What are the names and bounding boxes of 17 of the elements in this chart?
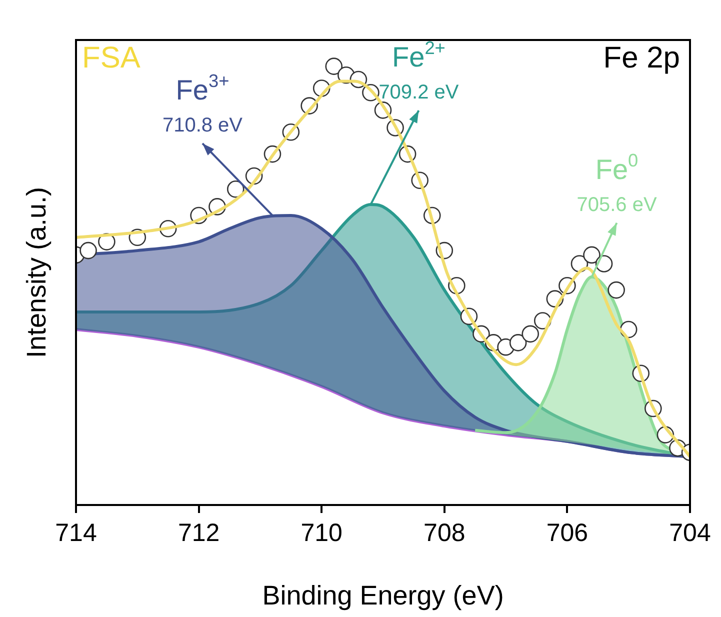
x-tick-label: 714 xyxy=(55,518,97,547)
x-tick-label: 708 xyxy=(424,518,466,547)
annotation: 710.8 eV xyxy=(162,114,244,136)
annotation: 709.2 eV xyxy=(378,82,460,104)
annotation: FSA xyxy=(82,41,140,74)
point xyxy=(80,242,97,260)
point xyxy=(608,281,625,299)
x-tick-label: 706 xyxy=(546,518,588,547)
x-tick-label: 710 xyxy=(300,518,342,547)
x-tick-label: 712 xyxy=(178,518,220,547)
point xyxy=(509,334,527,352)
point xyxy=(522,325,540,343)
annotation: Fe 2p xyxy=(603,41,680,74)
x-tick-label: 704 xyxy=(669,518,711,547)
y-axis-title: Intensity (a.u.) xyxy=(21,186,52,358)
annotation: 705.6 eV xyxy=(576,194,658,216)
x-axis-title: Binding Energy (eV) xyxy=(262,580,504,610)
